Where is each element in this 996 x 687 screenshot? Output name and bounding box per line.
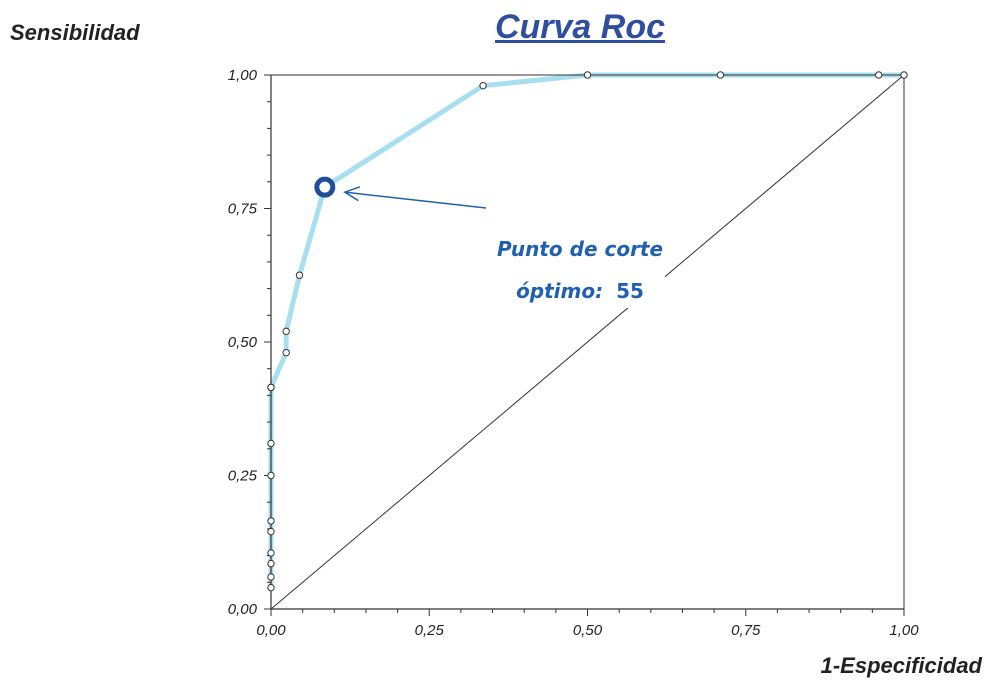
optimal-cutoff-marker — [314, 176, 336, 198]
data-point — [716, 71, 725, 79]
x-tick-label: 0,75 — [731, 622, 761, 639]
annotation-line1: Punto de corte — [497, 237, 663, 261]
data-point — [900, 71, 908, 79]
x-tick-label: 1,00 — [889, 622, 919, 639]
data-point — [583, 71, 592, 79]
data-point — [874, 71, 883, 79]
annotation-value: 55 — [616, 279, 644, 303]
annotation-background — [495, 232, 665, 308]
data-point — [282, 348, 290, 357]
y-tick-label: 0,25 — [228, 468, 258, 485]
x-tick-label: 0,50 — [573, 622, 603, 639]
annotation-arrow-head — [343, 186, 361, 202]
x-tick-label: 0,00 — [256, 622, 286, 639]
x-axis-label: 1-Especificidad — [820, 653, 982, 678]
data-point — [267, 517, 275, 525]
data-point — [267, 559, 275, 568]
y-tick-label: 0,00 — [228, 601, 258, 618]
y-tick-label: 0,75 — [228, 201, 258, 218]
data-point — [267, 573, 275, 581]
data-point — [267, 383, 275, 392]
reference-diagonal-line — [270, 74, 905, 610]
data-point — [267, 439, 275, 448]
annotation-arrow-line — [344, 191, 487, 209]
y-axis-label: Sensibilidad — [10, 20, 140, 45]
data-point — [282, 327, 290, 336]
data-point — [295, 271, 304, 279]
data-point — [267, 549, 275, 557]
x-tick-label: 0,25 — [415, 622, 445, 639]
data-point — [267, 471, 275, 480]
chart-title: Curva Roc — [494, 8, 666, 46]
annotation-prefix: óptimo: — [516, 279, 603, 303]
data-point — [479, 81, 487, 90]
annotation-line2: óptimo: 55 — [516, 279, 644, 303]
roc-series-line — [268, 72, 907, 591]
y-tick-label: 1,00 — [228, 67, 258, 84]
data-point — [267, 583, 275, 592]
y-tick-label: 0,50 — [228, 334, 258, 351]
data-point — [267, 527, 275, 536]
